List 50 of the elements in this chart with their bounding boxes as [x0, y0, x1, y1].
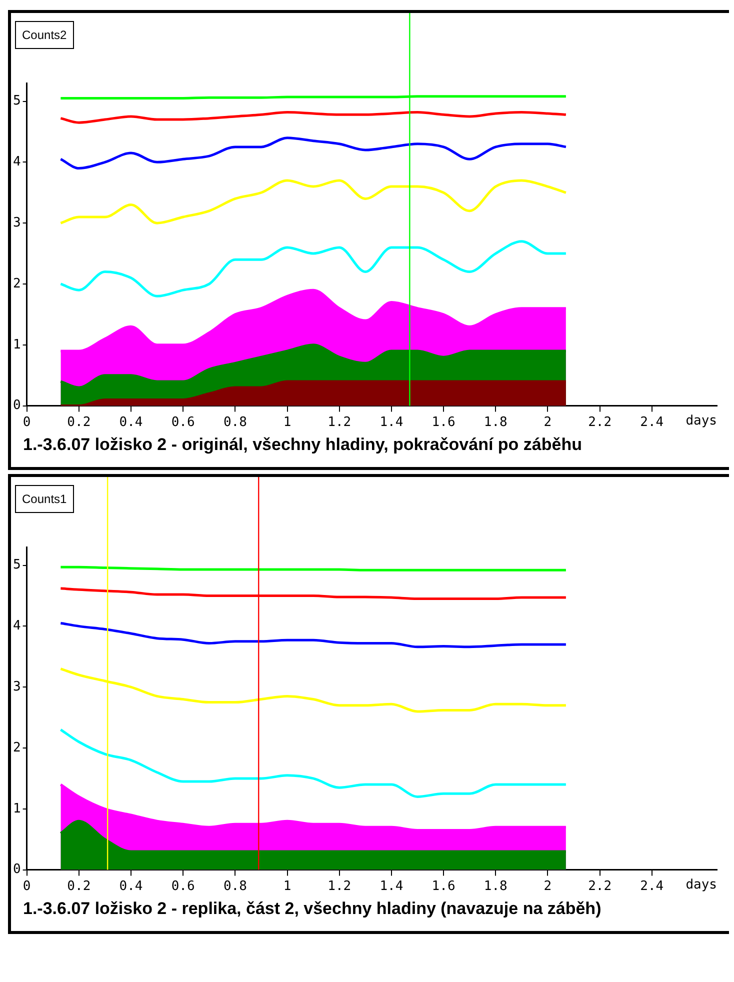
line-series [59, 622, 568, 648]
x-axis-title: days [686, 414, 717, 429]
x-tick-label: 0.4 [119, 414, 143, 430]
x-tick-label: 1.6 [432, 878, 456, 894]
line-series [59, 136, 568, 170]
x-tick-label: 2.2 [588, 878, 612, 894]
y-tick-label: 3 [13, 679, 21, 694]
x-tick-label: 1.6 [432, 414, 456, 430]
y-tick-label: 1 [13, 337, 21, 352]
x-tick-label: 0.4 [119, 878, 143, 894]
x-tick-label: 0 [22, 878, 31, 894]
y-axis-title: Counts2 [15, 21, 74, 49]
line-series [59, 110, 568, 124]
x-tick-label: 2.4 [640, 414, 664, 430]
x-tick-label: 1.8 [484, 878, 508, 894]
x-tick-label: 1.4 [380, 878, 404, 894]
y-tick-label: 5 [13, 94, 21, 109]
y-tick-label: 4 [13, 618, 21, 634]
x-tick-label: 1.4 [380, 414, 404, 430]
y-tick-label: 2 [13, 276, 21, 292]
x-tick-label: 1 [283, 878, 292, 894]
x-tick-label: 2 [544, 414, 552, 430]
y-axis-title: Counts1 [15, 485, 74, 513]
x-tick-label: 1.2 [328, 414, 352, 430]
x-tick-label: 0.6 [171, 414, 195, 430]
x-tick-label: 0.2 [67, 878, 91, 894]
x-tick-label: 1.8 [484, 414, 508, 430]
y-tick-label: 0 [13, 398, 21, 414]
x-tick-label: 0.8 [223, 878, 247, 894]
text: 1.-3.6.07 ložisko 2 - originál, všechny hladiny, pokračování po záběhu [22, 434, 583, 456]
x-tick-label: 1.2 [328, 878, 352, 894]
y-tick-label: 5 [13, 558, 21, 573]
y-tick-label: 2 [13, 740, 21, 756]
line-series [59, 240, 568, 298]
y-tick-label: 0 [13, 862, 21, 878]
x-tick-label: 0.8 [223, 414, 247, 430]
x-tick-label: 1 [283, 414, 292, 430]
x-tick-label: 0.6 [171, 878, 195, 894]
y-tick-label: 3 [13, 215, 21, 230]
text: 1.-3.6.07 ložisko 2 - replika, část 2, všechny hladiny (navazuje na záběh) [22, 898, 602, 920]
line-series [59, 728, 568, 798]
y-tick-label: 1 [13, 801, 21, 816]
line-series [59, 179, 568, 224]
x-tick-label: 2 [544, 878, 552, 894]
x-tick-label: 2.2 [588, 414, 612, 430]
x-tick-label: 2.4 [640, 878, 664, 894]
y-tick-label: 4 [13, 154, 21, 170]
x-tick-label: 0.2 [67, 414, 91, 430]
x-tick-label: 0 [22, 414, 31, 430]
x-axis-title: days [686, 878, 717, 893]
